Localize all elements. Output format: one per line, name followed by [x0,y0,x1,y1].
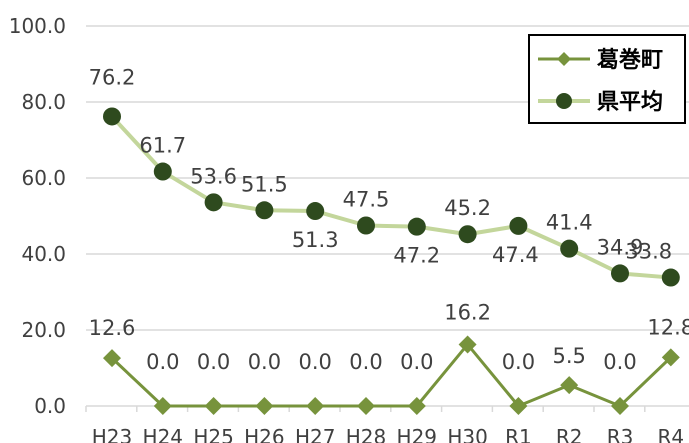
data-label-prefecture: 34.9 [597,235,644,259]
data-point-kuzumaki [458,335,477,354]
x-axis: H23 H24 H25 H26 H27 H28 H29 H30 R1 R2 R3 R4 [85,405,689,443]
data-point-prefecture [661,268,680,287]
data-label-kuzumaki: 0.0 [146,350,179,374]
data-label-prefecture: 47.2 [393,244,440,268]
data-label-prefecture: 61.7 [139,134,186,158]
data-point-prefecture [509,216,528,235]
series-line-kuzumaki [110,342,672,408]
data-label-prefecture: 76.2 [89,65,136,89]
data-label-kuzumaki: 0.0 [349,350,382,374]
x-tick-label: H25 [193,425,234,443]
x-tick-label: H26 [244,425,285,443]
data-point-kuzumaki [560,376,579,395]
y-tick-label: 80.0 [21,90,66,114]
data-point-prefecture [560,239,579,258]
data-label-prefecture: 51.3 [292,228,339,252]
data-point-kuzumaki [661,348,680,367]
data-label-kuzumaki: 0.0 [400,350,433,374]
data-label-prefecture: 41.4 [546,211,593,235]
data-point-kuzumaki [611,397,629,415]
x-tick-label: H29 [397,425,438,443]
y-tick-label: 40.0 [21,242,66,266]
data-label-kuzumaki: 0.0 [197,350,230,374]
x-tick-label: H27 [295,425,336,443]
data-label-kuzumaki: 0.0 [298,350,331,374]
x-tick-label: R1 [505,425,532,443]
data-point-kuzumaki [407,397,426,415]
data-labels: 76.2 61.753.6 51.5 51.347.5 47.245.247.4 41.4… [89,65,689,374]
series-layer [103,107,680,415]
x-tick-label: R2 [556,425,583,443]
data-point-prefecture [204,193,223,212]
x-tick-label: R4 [657,425,684,443]
data-point-prefecture [357,216,375,235]
legend-label-kuzumaki: 葛巻町 [596,47,663,73]
data-point-kuzumaki [509,397,528,415]
x-tick-label: H23 [92,425,133,443]
y-tick-label: 0.0 [34,394,66,418]
data-point-kuzumaki [103,349,121,368]
data-point-kuzumaki [255,397,274,415]
x-tick-label: H28 [346,425,387,443]
data-label-kuzumaki: 12.6 [89,316,136,340]
legend-diamond-icon [557,52,571,66]
data-point-prefecture [153,162,172,181]
data-label-kuzumaki: 0.0 [502,350,535,374]
data-label-prefecture: 53.6 [190,164,237,188]
data-label-prefecture: 45.2 [444,196,491,220]
legend-label-prefecture: 県平均 [597,89,663,115]
data-label-prefecture: 33.8 [625,240,672,264]
data-label-kuzumaki: 0.0 [603,350,636,374]
data-point-kuzumaki [306,397,325,415]
legend-box [528,34,686,124]
data-point-kuzumaki [153,397,172,415]
data-point-prefecture [255,201,274,220]
data-point-prefecture [103,107,121,126]
legend: 葛巻町 県平均 [528,34,686,124]
data-label-kuzumaki: 16.2 [444,300,491,324]
x-tick-label: H24 [143,425,184,443]
data-point-kuzumaki [204,397,223,415]
y-tick-label: 100.0 [9,14,66,38]
y-axis-ticks: 0.0 20.0 40.0 60.0 80.0 100.0 [9,14,66,418]
data-point-prefecture [306,202,325,221]
data-point-prefecture [611,264,629,283]
data-label-kuzumaki: 0.0 [248,350,281,374]
data-label-prefecture: 47.5 [343,188,390,212]
x-tick-label: H30 [447,425,488,443]
y-tick-label: 20.0 [21,318,66,342]
data-point-prefecture [458,225,477,244]
series-line-prefecture [110,115,671,280]
data-label-prefecture: 51.5 [241,172,288,196]
x-tick-label: R3 [607,425,634,443]
data-label-kuzumaki: 5.5 [552,344,585,368]
legend-circle-icon [556,93,572,109]
data-point-prefecture [407,217,426,236]
y-tick-label: 60.0 [21,166,66,190]
data-label-kuzumaki: 12.8 [647,315,689,339]
data-label-prefecture: 47.4 [492,243,539,267]
data-point-kuzumaki [357,397,375,415]
